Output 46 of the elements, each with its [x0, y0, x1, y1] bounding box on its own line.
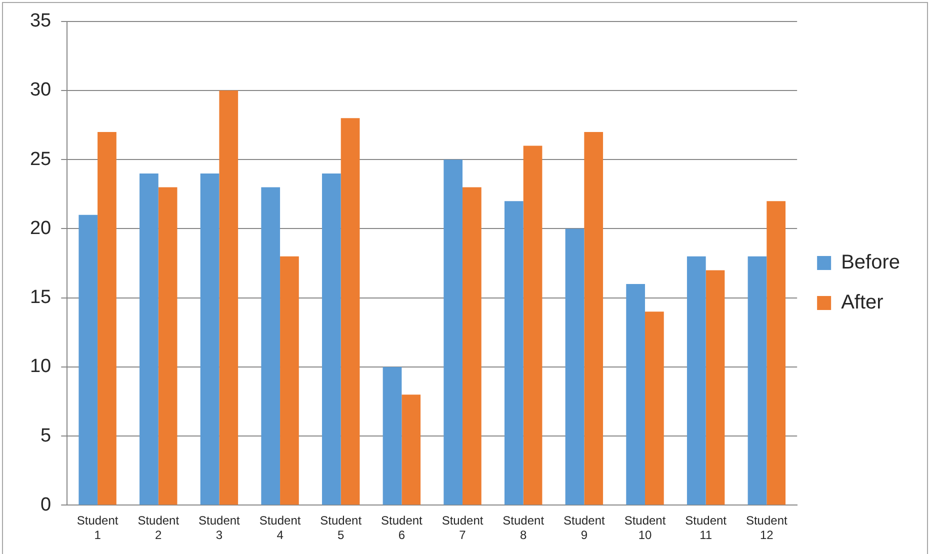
y-tick-label: 30	[30, 80, 52, 101]
bar	[748, 256, 767, 505]
y-tick-label: 20	[30, 218, 52, 239]
bar	[706, 270, 725, 505]
x-tick-label: Student 4	[259, 514, 302, 542]
bar	[462, 187, 482, 505]
y-tick-label: 25	[30, 148, 52, 170]
bar	[280, 256, 299, 505]
bar	[686, 256, 706, 505]
legend-label: After	[841, 292, 884, 314]
bar	[78, 214, 98, 505]
x-tick-label: Student 11	[685, 514, 728, 542]
bar	[340, 118, 360, 505]
bar	[158, 187, 178, 505]
legend-label: Before	[841, 252, 900, 274]
bar	[626, 284, 646, 505]
x-tick-label: Student 5	[320, 514, 362, 542]
bar	[200, 173, 220, 505]
bar	[584, 132, 604, 505]
x-tick-label: Student 12	[746, 514, 788, 542]
bar	[444, 160, 463, 505]
y-tick-label: 0	[40, 494, 52, 516]
bar	[523, 146, 542, 505]
bar	[645, 312, 664, 505]
y-tick-label: 10	[30, 356, 52, 378]
x-tick-label: Student 7	[442, 514, 484, 542]
bar	[565, 228, 584, 505]
x-tick-label: Student 6	[381, 514, 424, 542]
bar	[322, 173, 341, 505]
y-tick-label: 5	[40, 425, 52, 446]
bar	[219, 90, 238, 505]
bar	[261, 187, 280, 505]
bar	[140, 173, 158, 505]
y-tick-label: 35	[30, 10, 52, 32]
bar	[382, 366, 402, 505]
bar	[504, 201, 524, 505]
bar	[402, 394, 421, 505]
y-tick-label: 15	[30, 287, 52, 308]
x-tick-label: Student 10	[624, 514, 666, 542]
x-tick-label: Student 1	[76, 514, 119, 542]
x-tick-label: Student 9	[563, 514, 606, 542]
x-tick-label: Student 3	[198, 514, 241, 542]
bar	[98, 132, 116, 505]
x-tick-label: Student 8	[502, 514, 545, 542]
x-tick-label: Student 2	[138, 514, 180, 542]
bar	[766, 201, 786, 505]
